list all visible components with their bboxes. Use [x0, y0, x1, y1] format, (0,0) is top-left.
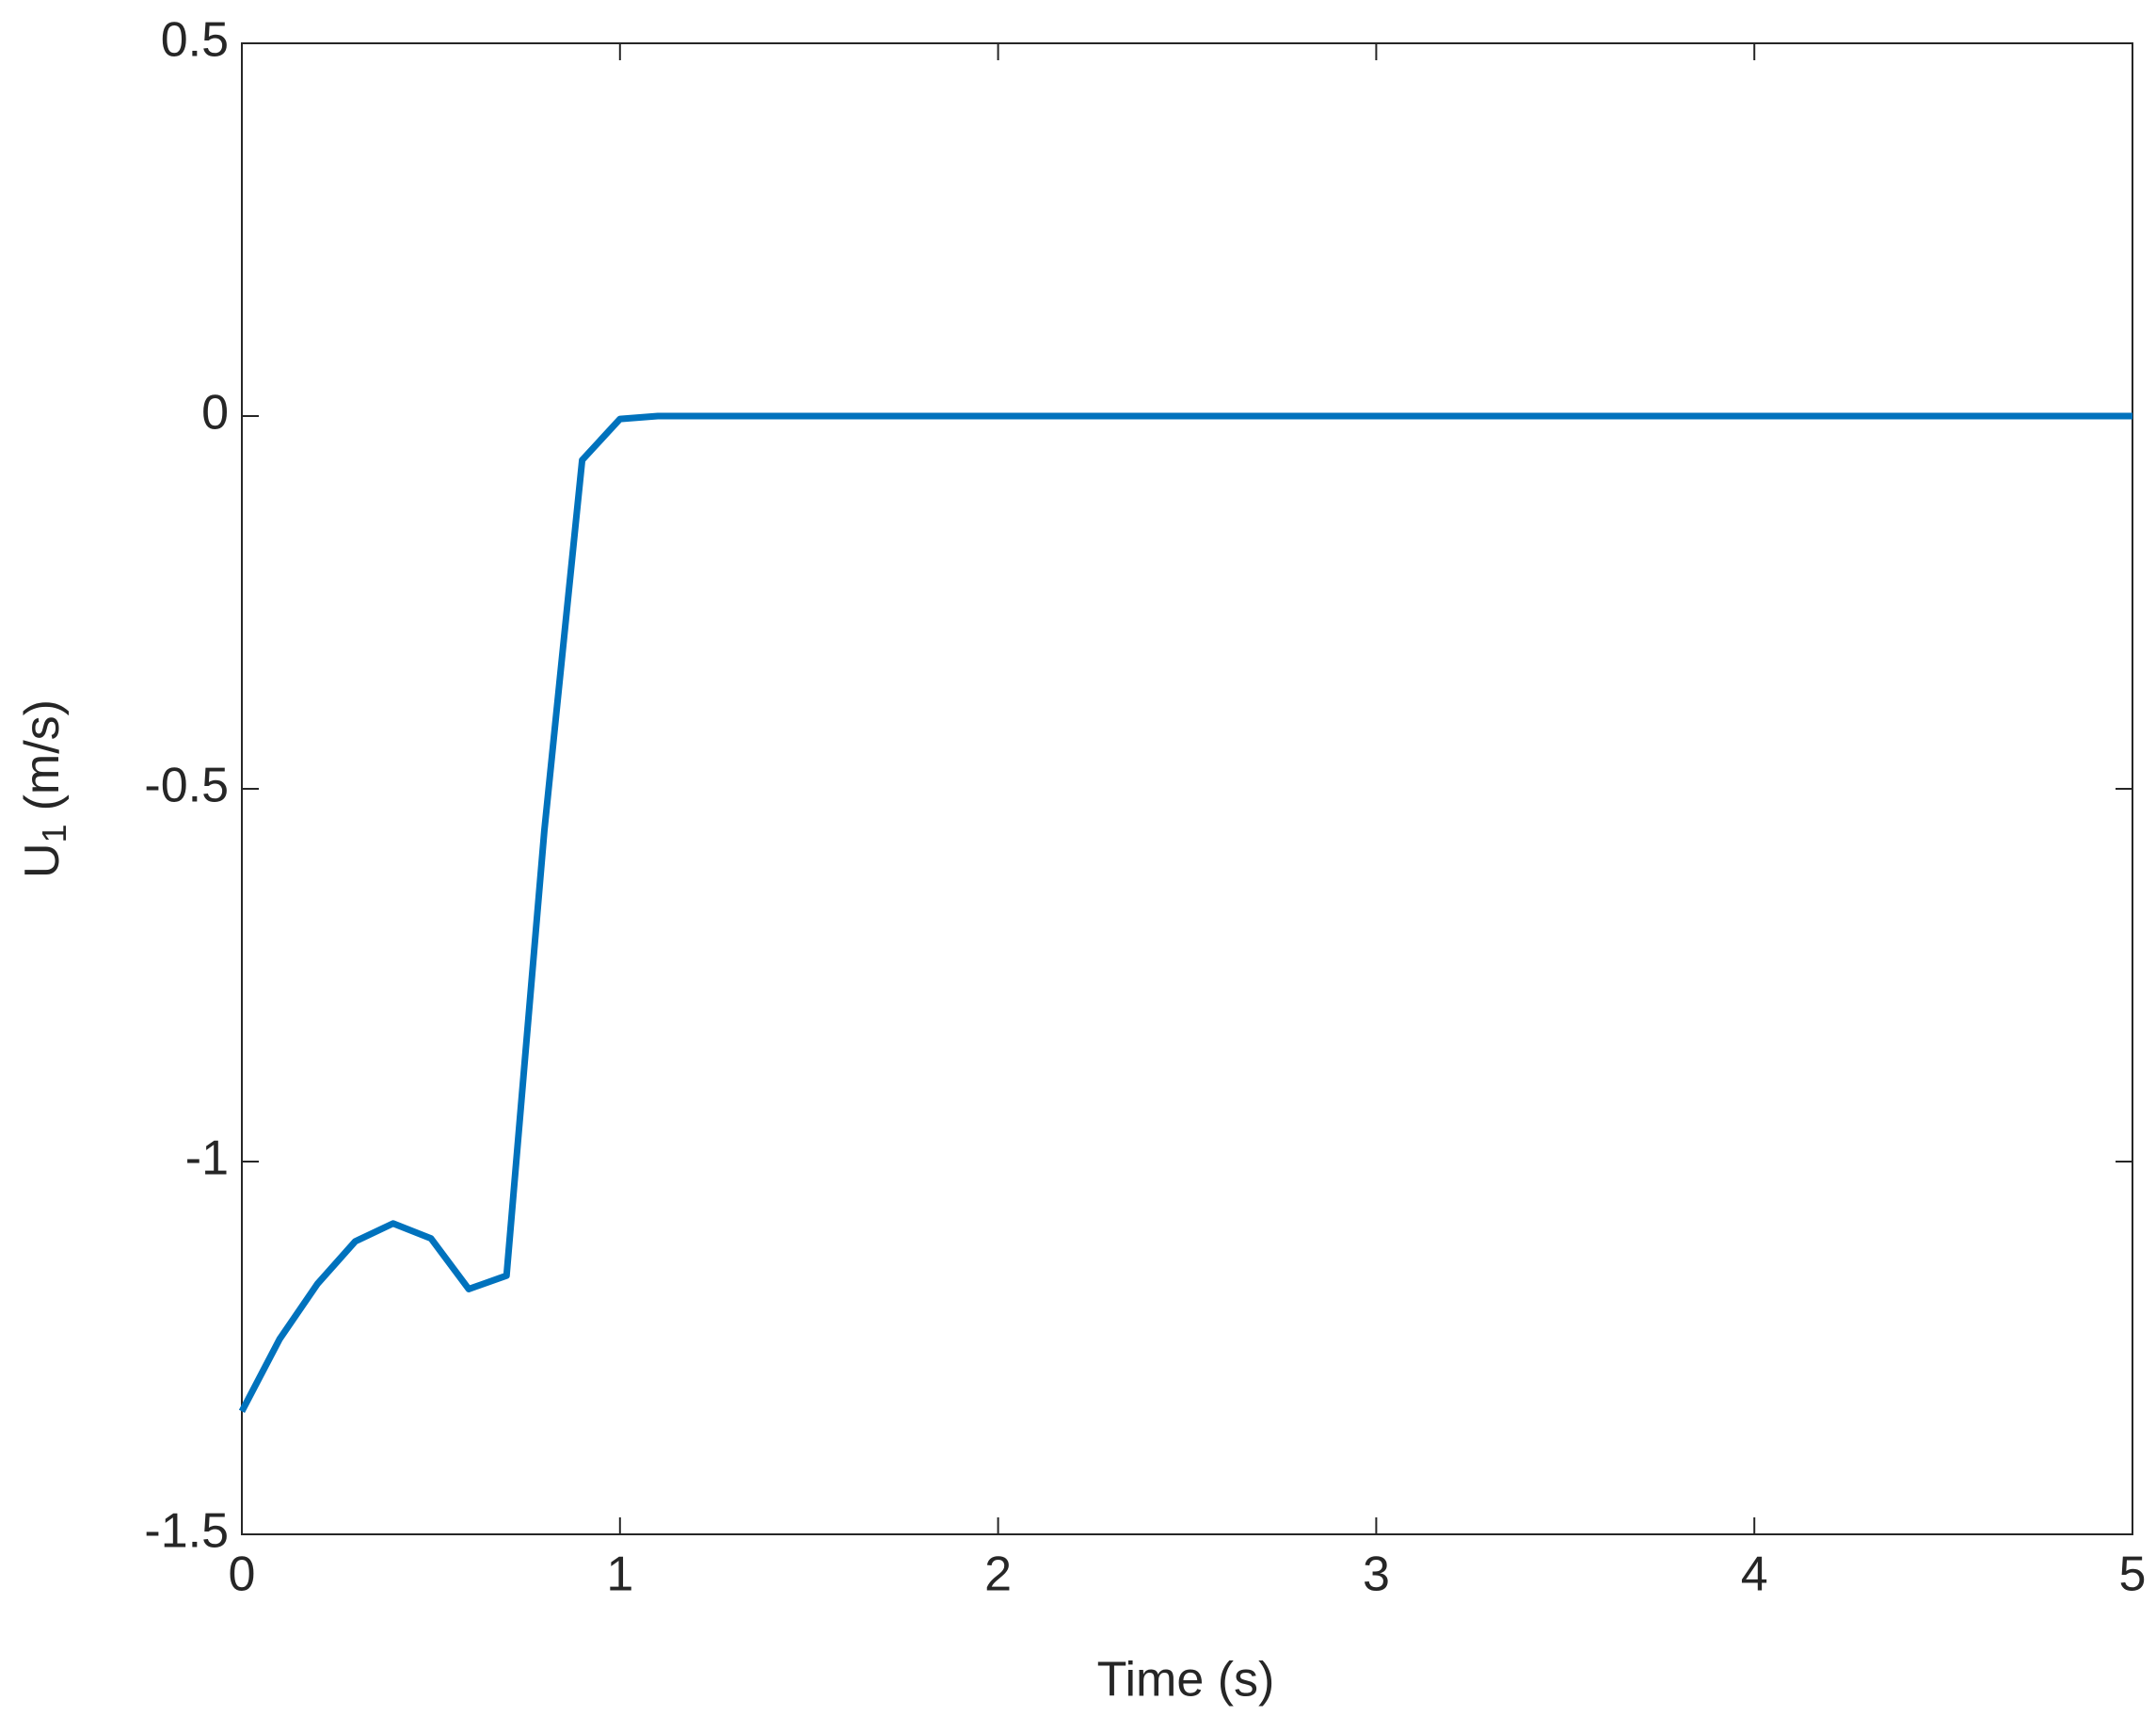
x-tick-label: 3 — [1363, 1548, 1390, 1602]
y-tick-label: -1.5 — [144, 1504, 229, 1559]
y-tick-label: -0.5 — [144, 759, 229, 813]
y-label-subscript: 1 — [35, 824, 73, 842]
x-tick-label: 5 — [2119, 1548, 2147, 1602]
y-label-unit: (m/s) — [15, 699, 70, 810]
x-axis-label: Time (s) — [1097, 1653, 1275, 1708]
y-tick-label: 0 — [201, 386, 229, 441]
x-tick-label: 1 — [606, 1548, 633, 1602]
y-axis-label: U1 (m/s) — [15, 699, 73, 878]
x-tick-label: 0 — [229, 1548, 256, 1602]
x-tick-label: 4 — [1741, 1548, 1768, 1602]
data-line — [238, 412, 2132, 1413]
plot-frame — [241, 42, 2133, 1535]
y-tick-label: 0.5 — [161, 13, 229, 68]
y-label-main: U — [15, 842, 70, 878]
x-tick-label: 2 — [984, 1548, 1012, 1602]
y-tick-label: -1 — [185, 1131, 229, 1186]
